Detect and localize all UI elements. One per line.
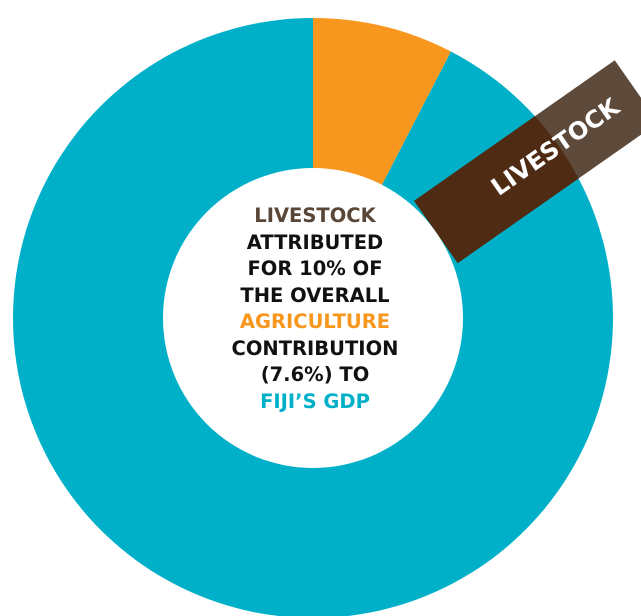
center-caption: LIVESTOCK ATTRIBUTED FOR 10% OF THE OVER…: [190, 203, 440, 415]
center-line-attributed: ATTRIBUTED: [246, 230, 384, 254]
center-line-share: (7.6%) TO: [260, 363, 370, 386]
center-agriculture-word: AGRICULTURE: [239, 310, 391, 333]
center-hole: [163, 168, 463, 468]
center-line-contribution: CONTRIBUTION: [231, 336, 399, 360]
livestock-highlight: LIVESTOCK: [414, 60, 641, 264]
center-line-percent: FOR 10% OF: [247, 257, 383, 280]
center-livestock-word: LIVESTOCK: [254, 204, 376, 227]
center-gdp-word: FIJI’S GDP: [260, 389, 370, 413]
center-line-overall: THE OVERALL: [240, 283, 390, 307]
